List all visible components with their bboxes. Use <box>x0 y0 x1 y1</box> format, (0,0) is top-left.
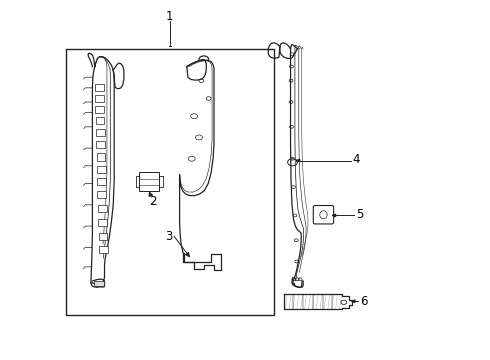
Bar <box>96 129 105 136</box>
Bar <box>96 105 104 113</box>
Bar <box>97 178 106 185</box>
Polygon shape <box>284 294 352 309</box>
Bar <box>98 205 106 212</box>
Bar <box>97 166 105 173</box>
Bar <box>97 153 105 161</box>
Ellipse shape <box>320 211 327 219</box>
Bar <box>96 117 104 124</box>
Polygon shape <box>332 214 336 217</box>
FancyBboxPatch shape <box>313 206 334 224</box>
Bar <box>95 84 103 91</box>
Bar <box>98 219 107 226</box>
Bar <box>94 281 103 286</box>
Bar <box>139 172 159 192</box>
Polygon shape <box>296 159 300 162</box>
Text: 4: 4 <box>352 153 360 166</box>
Bar <box>98 191 106 198</box>
Bar <box>66 49 274 315</box>
Bar <box>95 95 104 102</box>
Polygon shape <box>352 300 355 302</box>
Bar <box>98 233 107 240</box>
Bar <box>99 246 107 253</box>
Text: 5: 5 <box>356 208 364 221</box>
Text: 3: 3 <box>165 230 172 243</box>
Text: 6: 6 <box>360 295 368 308</box>
Text: 2: 2 <box>149 195 157 208</box>
Bar <box>96 141 105 148</box>
Text: 1: 1 <box>166 10 173 23</box>
